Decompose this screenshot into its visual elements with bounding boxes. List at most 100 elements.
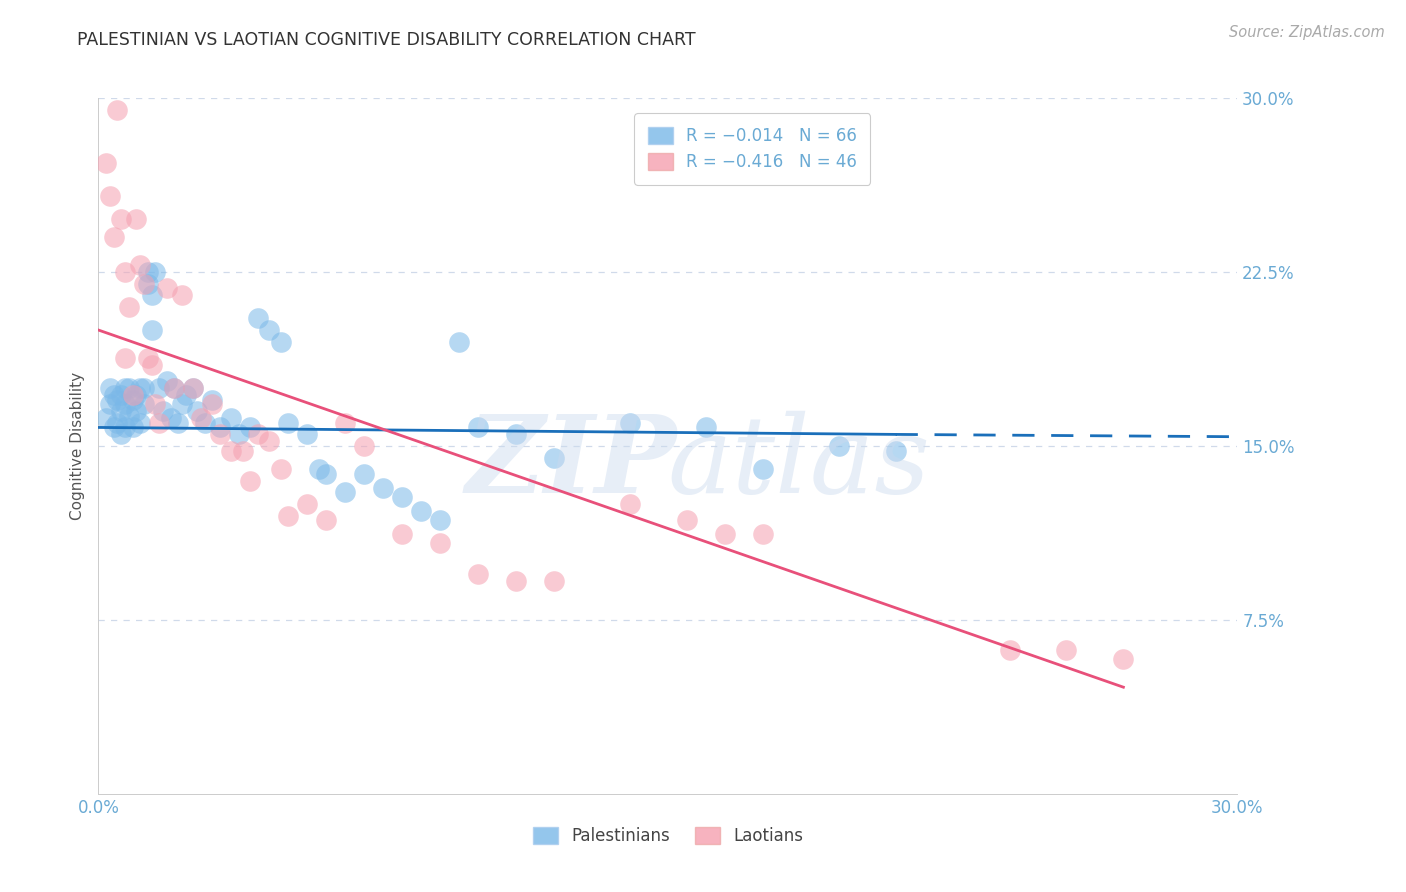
Point xyxy=(201,392,224,407)
Point xyxy=(114,265,136,279)
Point xyxy=(98,397,121,411)
Point xyxy=(259,434,281,449)
Point xyxy=(110,211,132,226)
Point xyxy=(114,381,136,395)
Point xyxy=(163,381,186,395)
Point xyxy=(125,211,148,226)
Point xyxy=(141,358,163,372)
Point xyxy=(208,427,231,442)
Point xyxy=(132,277,155,291)
Point xyxy=(110,404,132,418)
Point xyxy=(125,388,148,402)
Point xyxy=(752,462,775,476)
Point xyxy=(315,467,337,481)
Point xyxy=(103,388,125,402)
Point xyxy=(467,420,489,434)
Point xyxy=(110,388,132,402)
Point xyxy=(391,527,413,541)
Point xyxy=(170,397,193,411)
Point xyxy=(259,323,281,337)
Point xyxy=(121,420,143,434)
Point xyxy=(201,397,224,411)
Point xyxy=(884,443,907,458)
Point xyxy=(429,536,451,550)
Point xyxy=(221,443,243,458)
Point xyxy=(239,474,262,488)
Point xyxy=(107,103,129,117)
Point xyxy=(190,411,212,425)
Point xyxy=(221,411,243,425)
Point xyxy=(186,404,208,418)
Point xyxy=(129,416,152,430)
Point xyxy=(136,351,159,365)
Point xyxy=(114,420,136,434)
Point xyxy=(148,381,170,395)
Y-axis label: Cognitive Disability: Cognitive Disability xyxy=(69,372,84,520)
Point xyxy=(194,416,217,430)
Point xyxy=(695,420,717,434)
Point xyxy=(174,388,197,402)
Point xyxy=(103,230,125,244)
Point xyxy=(118,409,141,423)
Point xyxy=(270,462,292,476)
Point xyxy=(411,504,433,518)
Point xyxy=(619,497,641,511)
Point xyxy=(371,481,394,495)
Point xyxy=(353,439,375,453)
Point xyxy=(107,392,129,407)
Point xyxy=(141,323,163,337)
Legend: Palestinians, Laotians: Palestinians, Laotians xyxy=(526,820,810,852)
Point xyxy=(94,156,117,170)
Point xyxy=(1112,652,1135,666)
Text: atlas: atlas xyxy=(668,411,931,516)
Point xyxy=(170,288,193,302)
Point xyxy=(270,334,292,349)
Point xyxy=(998,643,1021,657)
Point xyxy=(335,485,357,500)
Point xyxy=(167,416,190,430)
Point xyxy=(277,416,299,430)
Point xyxy=(148,416,170,430)
Point xyxy=(228,427,250,442)
Text: Source: ZipAtlas.com: Source: ZipAtlas.com xyxy=(1229,25,1385,40)
Text: ZIP: ZIP xyxy=(465,410,676,516)
Point xyxy=(121,392,143,407)
Point xyxy=(239,420,262,434)
Point xyxy=(125,404,148,418)
Point xyxy=(505,574,527,588)
Point xyxy=(132,397,155,411)
Point xyxy=(208,420,231,434)
Point xyxy=(183,381,205,395)
Point xyxy=(98,381,121,395)
Point xyxy=(308,462,330,476)
Point xyxy=(467,566,489,581)
Text: PALESTINIAN VS LAOTIAN COGNITIVE DISABILITY CORRELATION CHART: PALESTINIAN VS LAOTIAN COGNITIVE DISABIL… xyxy=(77,31,696,49)
Point xyxy=(714,527,737,541)
Point xyxy=(183,381,205,395)
Point xyxy=(152,404,174,418)
Point xyxy=(335,416,357,430)
Point xyxy=(391,490,413,504)
Point xyxy=(121,388,143,402)
Point xyxy=(156,374,179,388)
Point xyxy=(246,311,269,326)
Point xyxy=(107,416,129,430)
Point xyxy=(156,281,179,295)
Point xyxy=(129,258,152,272)
Point xyxy=(145,397,167,411)
Point xyxy=(118,381,141,395)
Point xyxy=(129,381,152,395)
Point xyxy=(159,411,181,425)
Point xyxy=(232,443,254,458)
Point xyxy=(676,513,699,527)
Point xyxy=(543,574,565,588)
Point xyxy=(114,397,136,411)
Point xyxy=(118,300,141,314)
Point xyxy=(110,427,132,442)
Point xyxy=(828,439,851,453)
Point xyxy=(449,334,471,349)
Point xyxy=(277,508,299,523)
Point xyxy=(98,188,121,202)
Point xyxy=(297,497,319,511)
Point xyxy=(353,467,375,481)
